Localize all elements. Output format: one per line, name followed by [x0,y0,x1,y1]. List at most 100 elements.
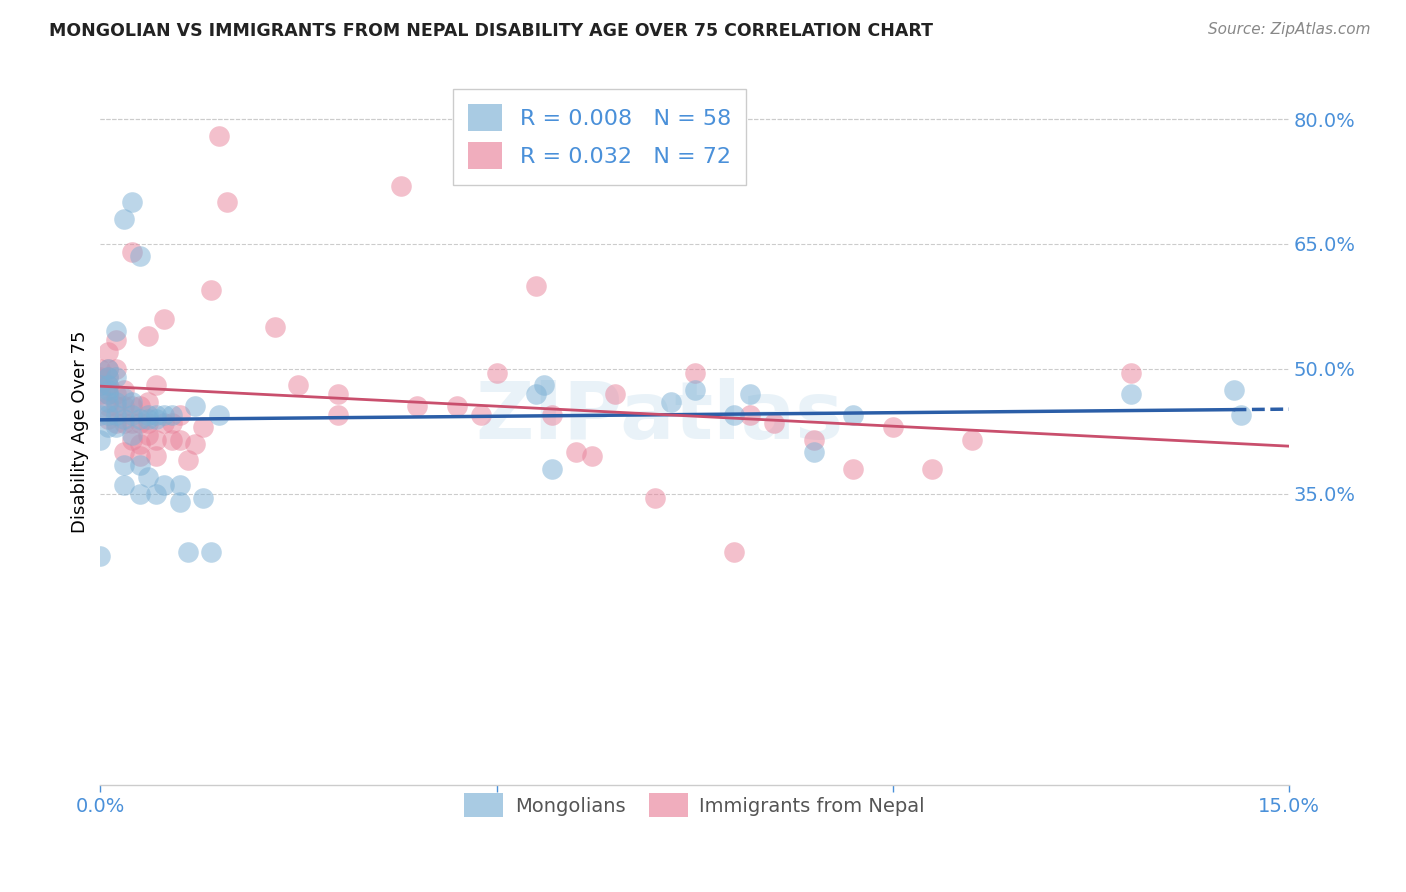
Point [287,378,309,392]
Point [136,328,159,343]
Point [169,408,191,422]
Point [803,445,825,459]
Point [136,428,159,442]
Point [89,370,111,384]
Point [129,411,152,425]
Point [129,399,152,413]
Point [112,416,135,430]
Point [136,411,159,425]
Point [97,386,120,401]
Text: MONGOLIAN VS IMMIGRANTS FROM NEPAL DISABILITY AGE OVER 75 CORRELATION CHART: MONGOLIAN VS IMMIGRANTS FROM NEPAL DISAB… [49,22,934,40]
Point [152,408,174,422]
Point [1230,408,1253,422]
Point [105,395,128,409]
Point [121,416,143,430]
Point [97,411,120,425]
Point [112,383,135,397]
Point [136,470,159,484]
Point [524,386,547,401]
Point [524,278,547,293]
Point [683,383,706,397]
Point [160,408,183,422]
Point [121,399,143,413]
Point [121,408,143,422]
Point [129,450,152,464]
Point [89,549,111,564]
Point [803,433,825,447]
Point [960,433,983,447]
Point [208,128,231,143]
Point [97,395,120,409]
Point [406,399,429,413]
Point [263,320,285,334]
Point [145,408,167,422]
Point [644,491,666,505]
Point [105,408,128,422]
Point [97,370,120,384]
Point [921,462,943,476]
Point [541,408,564,422]
Point [485,366,508,380]
Point [326,408,349,422]
Point [152,416,174,430]
Point [1119,386,1142,401]
Point [89,386,111,401]
Point [112,211,135,226]
Point [1222,383,1244,397]
Point [200,283,222,297]
Point [105,420,128,434]
Point [581,450,603,464]
Point [136,395,159,409]
Point [193,491,215,505]
Point [145,487,167,501]
Point [129,437,152,451]
Point [129,416,152,430]
Point [740,386,762,401]
Point [121,245,143,260]
Point [605,386,627,401]
Point [193,420,215,434]
Point [89,378,111,392]
Point [105,361,128,376]
Point [105,416,128,430]
Point [105,324,128,338]
Point [184,437,207,451]
Point [470,408,492,422]
Point [89,433,111,447]
Point [121,428,143,442]
Point [145,411,167,425]
Point [533,378,555,392]
Point [446,399,468,413]
Point [882,420,904,434]
Point [97,378,120,392]
Point [391,178,413,193]
Point [326,386,349,401]
Text: ZIPatlas: ZIPatlas [475,378,844,456]
Point [152,478,174,492]
Point [723,408,745,422]
Point [97,383,120,397]
Point [169,478,191,492]
Point [105,333,128,347]
Point [145,378,167,392]
Point [105,399,128,413]
Y-axis label: Disability Age Over 75: Disability Age Over 75 [72,330,89,533]
Point [176,453,198,467]
Legend: Mongolians, Immigrants from Nepal: Mongolians, Immigrants from Nepal [457,786,932,825]
Point [723,545,745,559]
Point [121,395,143,409]
Point [740,408,762,422]
Point [121,195,143,210]
Point [541,462,564,476]
Point [97,408,120,422]
Point [112,399,135,413]
Point [97,386,120,401]
Point [136,408,159,422]
Point [89,361,111,376]
Point [1119,366,1142,380]
Text: Source: ZipAtlas.com: Source: ZipAtlas.com [1208,22,1371,37]
Point [145,433,167,447]
Point [97,370,120,384]
Point [762,416,785,430]
Point [112,478,135,492]
